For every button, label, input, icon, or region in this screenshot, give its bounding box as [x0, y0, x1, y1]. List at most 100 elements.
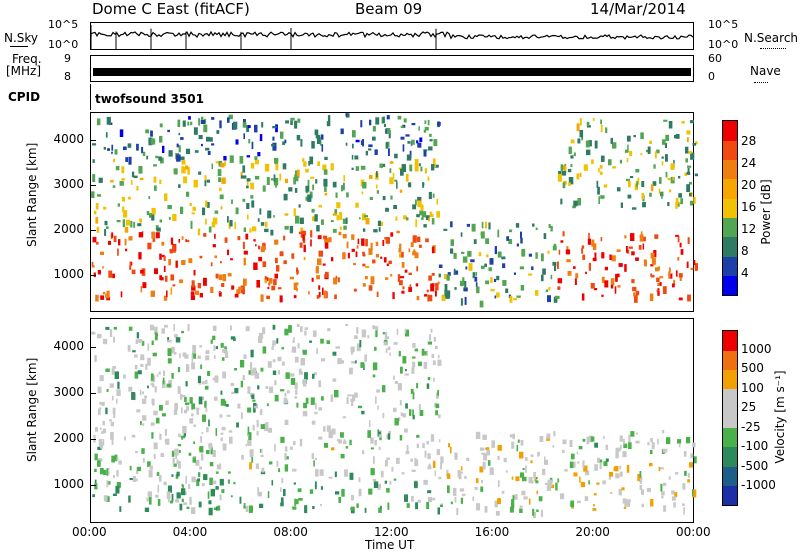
freq-label: Freq.: [12, 52, 42, 66]
power-colorbar-segment: [723, 121, 737, 141]
freq-panel: [90, 55, 694, 82]
power-colorbar-segment: [723, 275, 737, 296]
freq-unit-label: [MHz]: [6, 64, 42, 78]
velocity-colorbar-tick: 1000: [741, 341, 772, 356]
power-colorbar-segment: [723, 237, 737, 257]
power-colorbar-tick: 28: [741, 134, 757, 148]
power-region-1: [91, 158, 440, 236]
power-region-4: [557, 231, 698, 303]
x-tick-label: 12:00: [374, 525, 409, 539]
nave-label: Nave: [750, 64, 781, 78]
velocity-y-tick-mark: [90, 485, 96, 487]
nsearch-label: N.Search: [744, 31, 799, 45]
velocity-y-tick-label: 2000: [53, 430, 84, 445]
power-y-tick-label: 2000: [53, 222, 84, 236]
power-colorbar-tick: 24: [741, 156, 757, 170]
velocity-colorbar-tick: -100: [741, 439, 769, 454]
cpid-label: CPID: [8, 90, 41, 104]
velocity-region-4: [557, 462, 697, 515]
station-title: Dome C East (fitACF): [92, 0, 250, 18]
power-y-tick-label: 3000: [53, 177, 84, 191]
nave-band: [93, 68, 691, 76]
power-y-axis-label: Slant Range [km]: [25, 142, 39, 247]
power-y-tick-mark: [90, 185, 96, 186]
velocity-y-tick-mark: [90, 346, 96, 348]
power-colorbar-segment: [723, 217, 737, 238]
beam-label: Beam 09: [355, 0, 423, 18]
velocity-colorbar-label: Velocity [m s⁻¹]: [773, 370, 787, 464]
nsky-tick-top: 10^5: [48, 18, 79, 31]
nsky-underline: [10, 46, 28, 47]
power-y-tick-mark: [90, 230, 96, 231]
nave-tick-top: 60: [708, 52, 722, 65]
x-tick-label: 20:00: [575, 525, 610, 539]
freq-tick-bottom: 8: [64, 70, 71, 83]
power-colorbar: [722, 120, 738, 296]
cpid-marker: [90, 84, 91, 110]
power-y-tick-mark: [90, 275, 96, 276]
nsearch-tick-top: 10^5: [708, 18, 739, 31]
velocity-region-1: [93, 434, 441, 478]
velocity-colorbar-tick: 100: [741, 380, 764, 395]
velocity-region-0: [92, 471, 440, 516]
freq-tick-top: 9: [64, 52, 71, 65]
power-colorbar-tick: 12: [741, 222, 757, 236]
x-tick-label: 00:00: [676, 525, 711, 539]
power-colorbar-segment: [723, 159, 737, 180]
velocity-region-3: [438, 430, 558, 519]
nsearch-legend-line: [760, 48, 786, 49]
velocity-y-tick-label: 3000: [53, 384, 84, 399]
velocity-y-tick-label: 4000: [53, 338, 84, 353]
nsky-trace: [90, 25, 694, 49]
velocity-region-5: [562, 430, 697, 469]
velocity-heatmap: [91, 323, 697, 519]
x-tick-label: 16:00: [474, 525, 510, 539]
velocity-panel: [90, 318, 697, 523]
velocity-colorbar-segment: [723, 427, 737, 448]
power-colorbar-tick: 8: [741, 244, 749, 258]
velocity-colorbar-segment: [723, 350, 737, 371]
x-tick-label: 04:00: [172, 525, 208, 539]
velocity-colorbar-tick: 25: [741, 400, 757, 415]
velocity-y-tick-mark: [90, 392, 96, 394]
power-panel: [90, 112, 698, 312]
power-colorbar-segment: [723, 256, 737, 277]
velocity-colorbar-segment: [723, 331, 737, 351]
power-y-tick-label: 4000: [53, 132, 84, 146]
velocity-y-tick-label: 1000: [53, 477, 84, 492]
velocity-colorbar-segment: [723, 408, 737, 429]
power-y-tick-label: 1000: [53, 267, 84, 281]
velocity-colorbar-tick: -500: [741, 458, 769, 473]
power-colorbar-tick: 4: [741, 266, 749, 280]
nsky-tick-bottom: 10^0: [48, 38, 79, 51]
power-colorbar-segment: [723, 179, 737, 199]
velocity-colorbar: [722, 330, 738, 506]
velocity-colorbar-segment: [723, 447, 737, 467]
velocity-colorbar-segment: [723, 369, 737, 390]
power-y-tick-mark: [90, 140, 96, 141]
cpid-value: twofsound 3501: [95, 92, 204, 106]
power-colorbar-segment: [723, 140, 737, 161]
date-label: 14/Mar/2014: [590, 0, 686, 18]
power-heatmap: [91, 113, 698, 308]
velocity-colorbar-segment: [723, 389, 737, 409]
power-region-5: [557, 118, 698, 210]
nave-tick-bottom: 0: [708, 70, 715, 83]
nsky-line: [90, 30, 694, 40]
power-region-3: [438, 221, 560, 308]
velocity-colorbar-tick: 500: [741, 361, 764, 376]
power-region-2: [92, 113, 441, 165]
velocity-y-tick-mark: [90, 438, 96, 440]
power-colorbar-label: Power [dB]: [759, 179, 773, 245]
velocity-colorbar-tick: -25: [741, 419, 761, 434]
power-colorbar-segment: [723, 198, 737, 219]
nsky-label: N.Sky: [4, 31, 39, 45]
power-colorbar-tick: 20: [741, 178, 757, 192]
nsky-panel: [90, 22, 694, 50]
nave-legend-line: [754, 82, 768, 83]
nsearch-tick-bottom: 10^0: [708, 38, 739, 51]
velocity-region-2: [91, 323, 442, 442]
velocity-colorbar-segment: [723, 466, 737, 487]
power-region-0: [91, 230, 440, 303]
x-tick-label: 08:00: [273, 525, 308, 539]
